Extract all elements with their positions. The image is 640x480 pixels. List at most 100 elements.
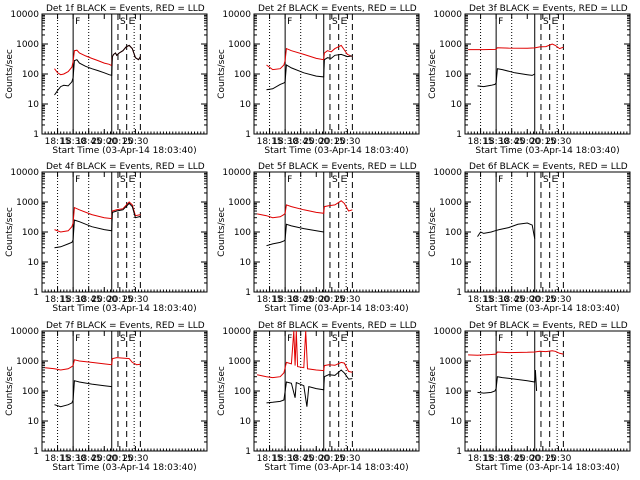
y-tick-label: 10 (240, 100, 252, 110)
x-tick-label: 18:15 (45, 137, 71, 147)
x-tick-label: 20:00 (91, 295, 117, 305)
x-tick-label: 18:30 (272, 137, 298, 147)
x-tick-label: 20:15 (319, 454, 345, 464)
y-tick-label: 100 (22, 228, 39, 238)
marker-label: S (332, 175, 338, 185)
x-tick-label: 20:00 (514, 137, 540, 147)
x-axis-label: Start Time (03-Apr-14 18:03:40) (52, 304, 196, 314)
x-axis-label: Start Time (03-Apr-14 18:03:40) (475, 463, 619, 473)
marker-label: E (341, 17, 347, 27)
series-line-events (266, 223, 324, 247)
series-line-events (477, 369, 538, 394)
marker-label: F (287, 17, 292, 27)
x-tick-label: 20:00 (303, 295, 329, 305)
panel-title: Det 2f BLACK = Events, RED = LLD (258, 4, 417, 14)
x-tick-label: 18:45 (288, 454, 314, 464)
y-tick-label: 100 (445, 70, 462, 80)
marker-label: S (543, 175, 549, 185)
y-tick-label: 100 (22, 70, 39, 80)
x-tick-label: 18:15 (257, 137, 283, 147)
panel-title: Det 5f BLACK = Events, RED = LLD (258, 162, 417, 172)
series-line-events (266, 369, 353, 407)
y-tick-label: 1 (245, 288, 251, 298)
y-tick-label: 10 (28, 100, 40, 110)
series-line-events (477, 68, 535, 88)
x-tick-label: 18:15 (257, 454, 283, 464)
y-tick-label: 10000 (433, 327, 462, 337)
series-line-lld (54, 201, 141, 233)
x-tick-label: 20:30 (334, 295, 360, 305)
y-axis-label: Counts/sec (428, 366, 438, 416)
plot-frame (253, 13, 420, 135)
y-axis-label: Counts/sec (428, 207, 438, 257)
x-tick-label: 20:30 (545, 295, 571, 305)
detector-panel-4: Det 4f BLACK = Events, RED = LLD Counts/s… (5, 162, 208, 314)
y-axis-label: Counts/sec (5, 49, 15, 99)
y-axis-label: Counts/sec (217, 366, 227, 416)
panel-title: Det 3f BLACK = Events, RED = LLD (469, 4, 628, 14)
x-tick-label: 20:30 (545, 454, 571, 464)
y-tick-label: 1 (456, 130, 462, 140)
y-axis-label: Counts/sec (428, 49, 438, 99)
x-tick-label: 20:15 (319, 137, 345, 147)
marker-label: E (552, 175, 558, 185)
x-tick-label: 20:00 (303, 454, 329, 464)
marker-label: S (543, 17, 549, 27)
y-tick-label: 1000 (228, 40, 251, 50)
y-tick-label: 10 (451, 258, 463, 268)
marker-label: E (129, 17, 135, 27)
x-axis-label: Start Time (03-Apr-14 18:03:40) (475, 304, 619, 314)
y-tick-label: 100 (445, 387, 462, 397)
marker-label: F (75, 17, 80, 27)
y-tick-label: 1000 (16, 40, 39, 50)
marker-label: S (120, 334, 126, 344)
x-tick-label: 20:30 (334, 454, 360, 464)
y-tick-label: 1000 (16, 357, 39, 367)
y-axis-label: Counts/sec (5, 207, 15, 257)
series-line-lld (256, 330, 353, 379)
plot-frame (253, 330, 420, 452)
x-tick-label: 18:30 (272, 295, 298, 305)
x-tick-label: 20:00 (303, 137, 329, 147)
marker-label: F (287, 334, 292, 344)
plot-frame (41, 171, 208, 293)
y-tick-label: 10000 (222, 10, 251, 20)
x-tick-label: 20:15 (107, 137, 133, 147)
detector-panel-8: Det 8f BLACK = Events, RED = LLD Counts/s… (217, 321, 420, 473)
x-tick-label: 18:45 (499, 454, 525, 464)
x-axis-label: Start Time (03-Apr-14 18:03:40) (264, 304, 408, 314)
series-line-lld (468, 43, 564, 51)
marker-label: S (332, 17, 338, 27)
y-tick-label: 10000 (222, 168, 251, 178)
x-axis-label: Start Time (03-Apr-14 18:03:40) (52, 463, 196, 473)
x-tick-label: 20:15 (107, 295, 133, 305)
plot-frame (464, 330, 631, 452)
x-tick-label: 18:15 (45, 454, 71, 464)
detector-panel-7: Det 7f BLACK = Events, RED = LLD Counts/s… (5, 321, 208, 473)
x-tick-label: 20:00 (514, 454, 540, 464)
detector-panel-3: Det 3f BLACK = Events, RED = LLD Counts/s… (428, 4, 631, 156)
x-tick-label: 18:30 (483, 137, 509, 147)
marker-label: F (75, 334, 80, 344)
x-axis-label: Start Time (03-Apr-14 18:03:40) (52, 146, 196, 156)
y-tick-label: 10000 (10, 327, 39, 337)
series-line-events (54, 380, 112, 408)
x-tick-label: 20:30 (334, 137, 360, 147)
y-tick-label: 10000 (10, 168, 39, 178)
x-tick-label: 18:45 (499, 137, 525, 147)
x-tick-label: 18:30 (483, 454, 509, 464)
y-tick-label: 100 (234, 70, 251, 80)
marker-label: E (129, 334, 135, 344)
x-tick-label: 18:15 (468, 137, 494, 147)
y-tick-label: 1000 (439, 40, 462, 50)
y-axis-label: Counts/sec (217, 49, 227, 99)
marker-label: E (552, 334, 558, 344)
x-tick-label: 20:30 (122, 454, 148, 464)
x-tick-label: 20:15 (530, 454, 556, 464)
panel-title: Det 6f BLACK = Events, RED = LLD (469, 162, 628, 172)
x-tick-label: 18:45 (76, 137, 102, 147)
y-tick-label: 10 (451, 417, 463, 427)
series-line-lld (468, 350, 564, 356)
plot-frame (464, 13, 631, 135)
x-tick-label: 20:30 (122, 295, 148, 305)
